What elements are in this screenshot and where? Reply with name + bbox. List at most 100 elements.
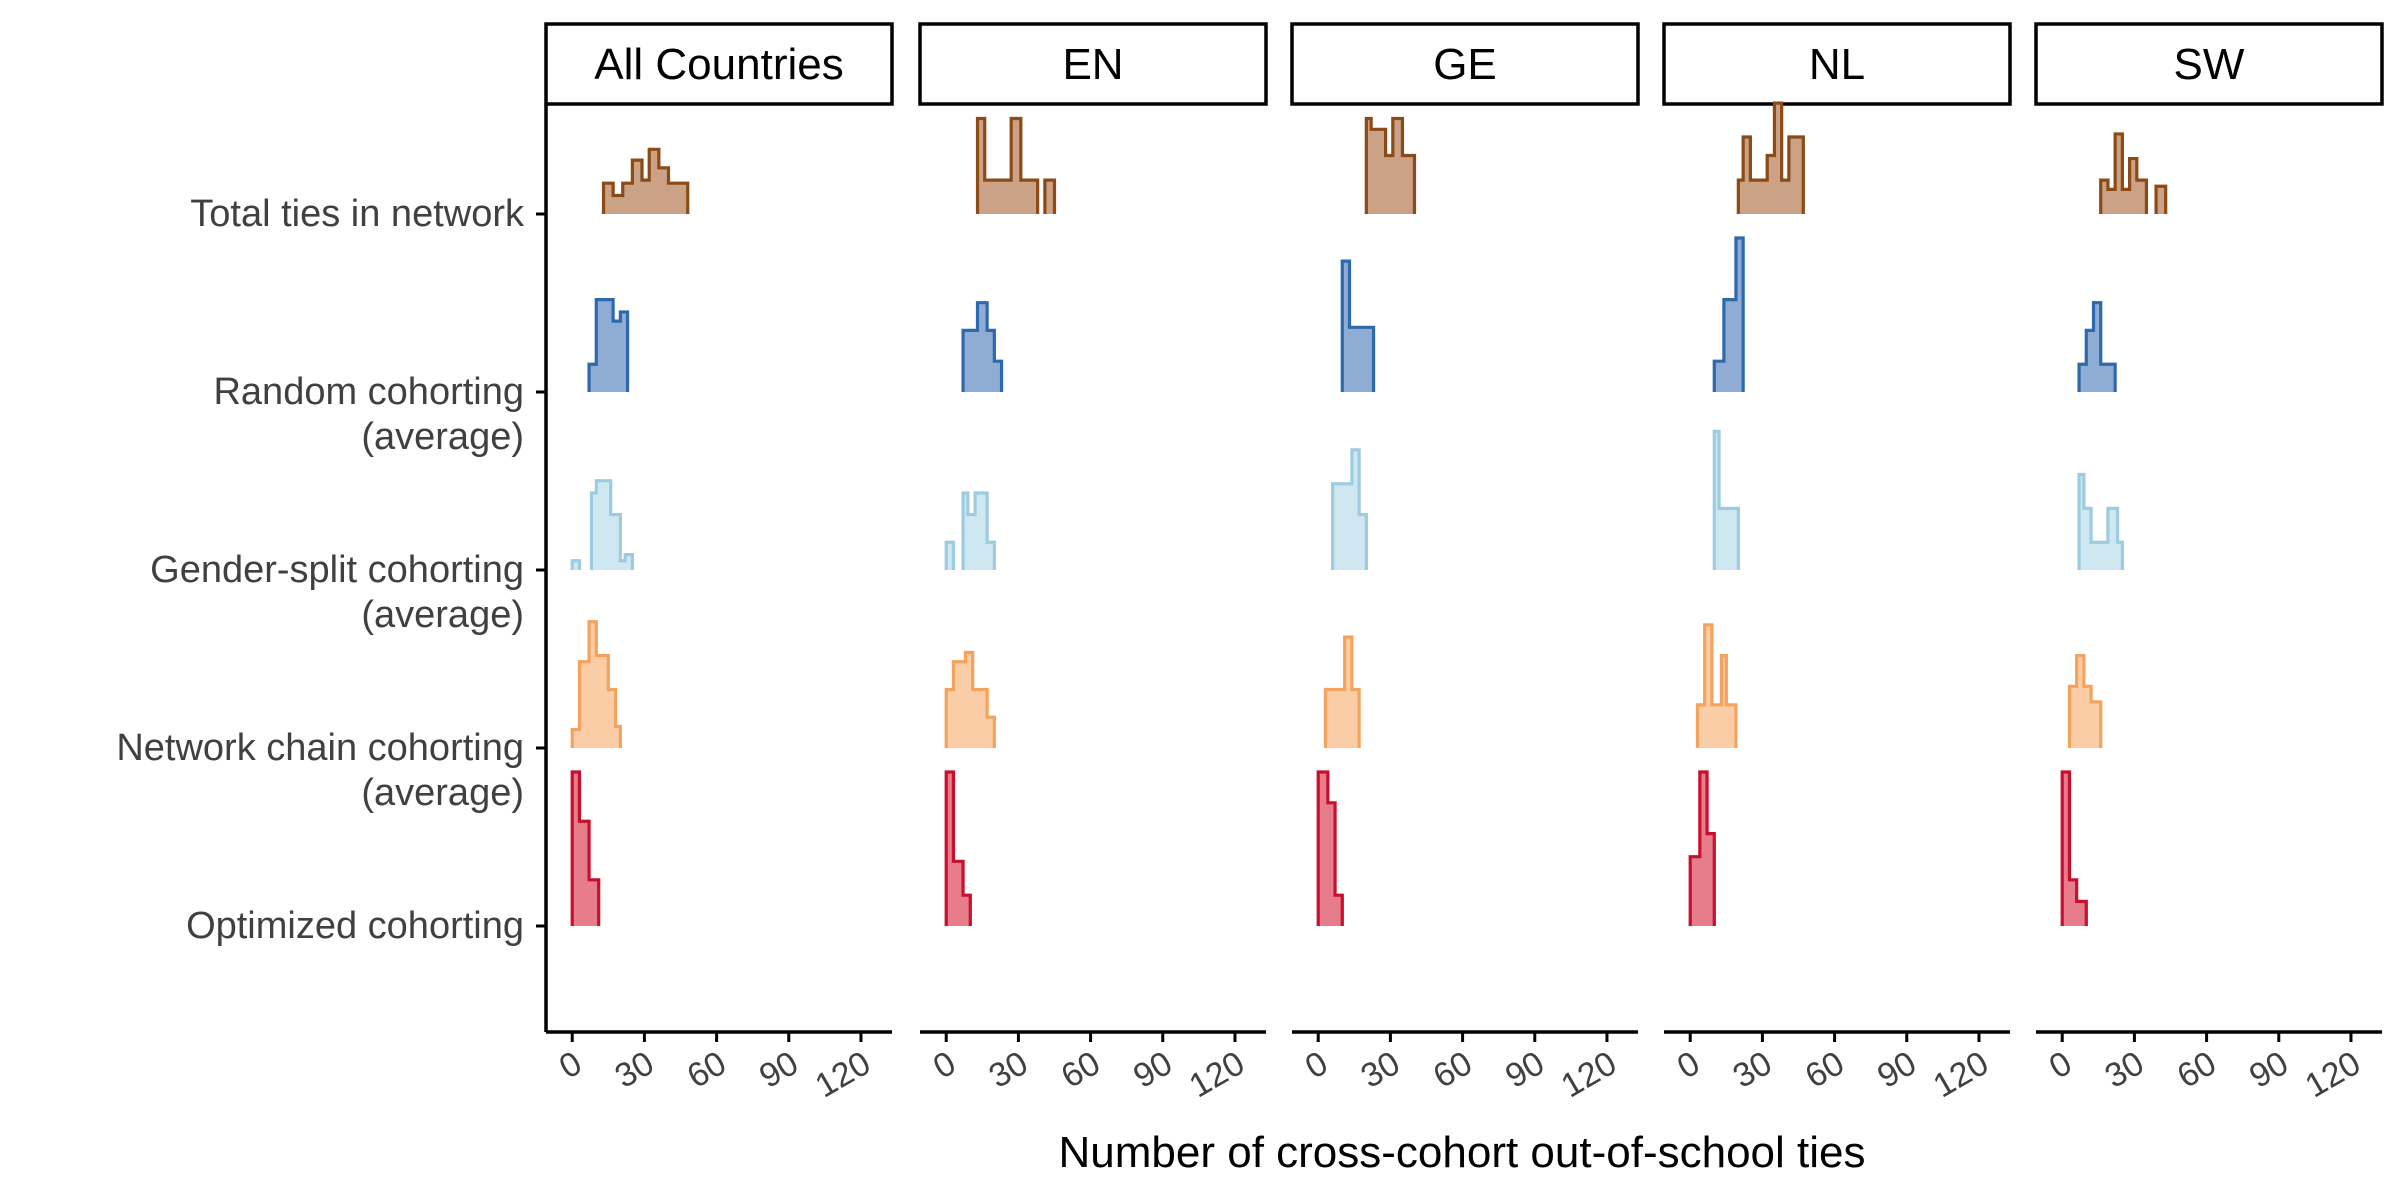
histogram-outline <box>2077 301 2117 392</box>
histogram-area <box>1714 238 1744 392</box>
histogram-outline <box>570 770 601 926</box>
x-tick-label: 90 <box>753 1044 805 1096</box>
panel-sw: SW 0 30 60 90 120 <box>2034 22 2384 1105</box>
histogram-area <box>977 118 1038 214</box>
histogram-outline <box>1712 236 1745 392</box>
strip-box <box>2034 22 2384 106</box>
histogram-area <box>1738 103 1804 214</box>
series-network-chain-cohorting-average <box>2067 654 2103 748</box>
series-network-chain-cohorting-average <box>1695 623 1738 748</box>
series-total-ties-in-network <box>2099 132 2168 214</box>
x-axis-title: Number of cross-cohort out-of-school tie… <box>1059 1128 1866 1177</box>
x-tick-label: 90 <box>2243 1044 2295 1096</box>
histogram-outline <box>2060 770 2088 926</box>
series-optimized-cohorting <box>1688 770 1716 926</box>
strip-box <box>918 22 1268 106</box>
histogram-area <box>2156 186 2166 214</box>
histogram-area <box>1325 637 1360 748</box>
series-optimized-cohorting <box>2060 770 2088 926</box>
x-tick-label: 60 <box>2171 1044 2223 1096</box>
histogram-outline <box>1323 635 1361 748</box>
histogram-area <box>946 542 954 570</box>
x-tick-label: 30 <box>1727 1044 1779 1096</box>
histogram-outline <box>975 116 1040 214</box>
histogram-area <box>1044 180 1055 214</box>
series-random-cohorting-average <box>1712 236 1745 392</box>
y-label-gender-split-cohorting-average: Gender-split cohorting (average) <box>150 549 524 636</box>
x-tick-label: 30 <box>983 1044 1035 1096</box>
x-tick-label: 30 <box>609 1044 661 1096</box>
histogram-area <box>963 302 1002 392</box>
histogram-area <box>572 772 599 926</box>
series-random-cohorting-average <box>2077 301 2117 392</box>
strip-label: All Countries <box>594 40 843 89</box>
strip-label: EN <box>1062 40 1123 89</box>
histogram-outline <box>961 301 1004 392</box>
y-label-line: (average) <box>361 772 524 814</box>
histogram-area <box>572 560 580 570</box>
x-tick-label: 0 <box>927 1044 962 1086</box>
x-tick-label: 60 <box>1799 1044 1851 1096</box>
x-tick-label: 90 <box>1871 1044 1923 1096</box>
series-gender-split-cohorting-average <box>1712 429 1740 570</box>
series-optimized-cohorting <box>944 770 972 926</box>
histogram-outline <box>1364 116 1417 214</box>
histogram-area <box>1342 261 1374 392</box>
series-total-ties-in-network <box>1364 116 1417 214</box>
x-tick-label: 60 <box>681 1044 733 1096</box>
histogram-outline <box>1340 259 1376 392</box>
series-network-chain-cohorting-average <box>944 650 996 748</box>
strip-box <box>1662 22 2012 106</box>
strip-box <box>1290 22 1640 106</box>
x-tick-label: 30 <box>2099 1044 2151 1096</box>
x-tick-label: 120 <box>809 1044 877 1105</box>
histogram-area <box>2079 302 2116 392</box>
y-label-line: Network chain cohorting <box>116 727 524 769</box>
histogram-area <box>946 772 971 926</box>
series-random-cohorting-average <box>587 298 630 392</box>
strip-box <box>544 22 894 106</box>
histogram-outline <box>1712 429 1740 570</box>
panel-ge: GE 0 30 60 90 120 <box>1290 22 1640 1105</box>
histogram-outline <box>1316 770 1344 926</box>
histogram-outline <box>601 147 690 214</box>
x-tick-label: 0 <box>553 1044 588 1086</box>
histogram-outline <box>1736 101 1805 214</box>
x-tick-label: 60 <box>1427 1044 1479 1096</box>
histogram-outline <box>944 770 972 926</box>
y-label-optimized-cohorting: Optimized cohorting <box>186 905 524 947</box>
histogram-outline <box>570 620 622 748</box>
panel-en: EN 0 30 60 90 120 <box>918 22 1268 1105</box>
x-tick-label: 30 <box>1355 1044 1407 1096</box>
histogram-outline <box>2067 654 2103 748</box>
histogram-outline <box>587 298 630 392</box>
histogram-area <box>946 652 995 748</box>
series-gender-split-cohorting-average <box>944 491 996 570</box>
histogram-area <box>572 621 621 748</box>
histogram-area <box>1690 772 1715 926</box>
histogram-outline <box>1695 623 1738 748</box>
y-label-line: Gender-split cohorting <box>150 549 524 591</box>
series-random-cohorting-average <box>961 301 1004 392</box>
histogram-area <box>2100 133 2147 214</box>
histogram-outline <box>1688 770 1716 926</box>
series-total-ties-in-network <box>1736 101 1805 214</box>
histogram-outline <box>944 540 956 570</box>
histogram-area <box>1366 118 1415 214</box>
histogram-outline <box>961 491 996 570</box>
x-tick-label: 120 <box>1927 1044 1995 1105</box>
panel-nl: NL 0 30 60 90 120 <box>1662 22 2012 1105</box>
series-total-ties-in-network <box>975 116 1057 214</box>
histogram-outline <box>1331 448 1368 570</box>
x-tick-label: 60 <box>1055 1044 1107 1096</box>
x-tick-label: 120 <box>1183 1044 1251 1105</box>
series-gender-split-cohorting-average <box>1331 448 1368 570</box>
y-label-line: Random cohorting <box>213 371 524 413</box>
series-gender-split-cohorting-average <box>2077 472 2124 570</box>
y-label-line: (average) <box>361 594 524 636</box>
strip-label: GE <box>1433 40 1497 89</box>
histogram-outline <box>2077 472 2124 570</box>
